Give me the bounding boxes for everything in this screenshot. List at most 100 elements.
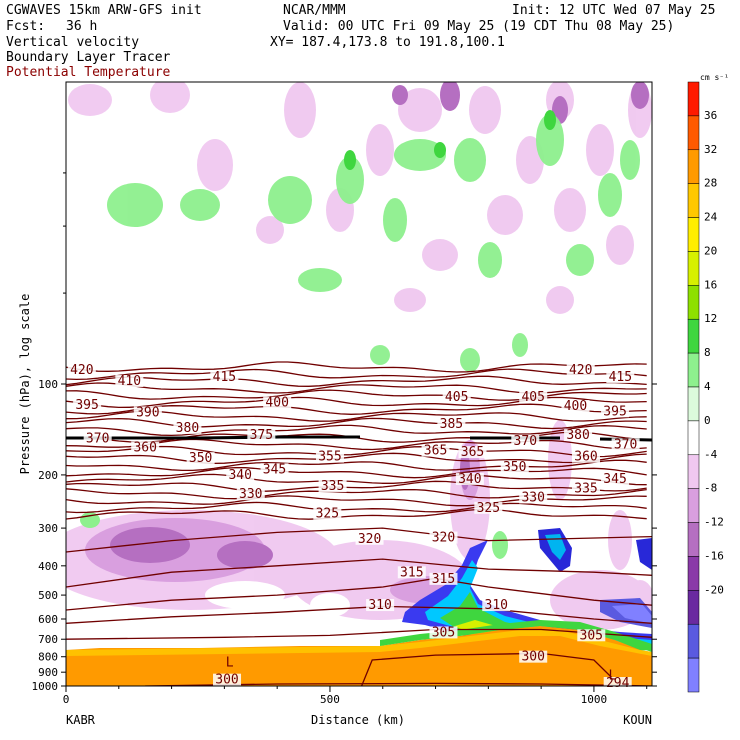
theta-contour-upper xyxy=(66,480,647,492)
y-tick-label: 300 xyxy=(38,522,58,535)
colorbar-label: 0 xyxy=(704,414,711,427)
theta-label: 415 xyxy=(609,370,632,385)
header-fcst-value: 36 h xyxy=(66,19,98,34)
colorbar-swatch xyxy=(687,556,700,591)
theta-label: 340 xyxy=(228,468,251,483)
theta-contour-upper xyxy=(66,501,647,514)
theta-label: 405 xyxy=(521,390,544,405)
theta-label: 320 xyxy=(432,531,455,546)
colorbar: 36 32 28 24 20 16 12 8 4 0 -4 -8 -12 -16 -20 xyxy=(687,81,724,693)
colorbar-label: 20 xyxy=(704,244,717,257)
theta-label: 390 xyxy=(136,405,159,420)
colorbar-label: -20 xyxy=(704,583,724,596)
theta-label: 375 xyxy=(250,428,273,443)
theta-contour-lower xyxy=(66,577,652,611)
theta-label-bg xyxy=(601,472,630,485)
y-tick-label: 800 xyxy=(38,651,58,664)
colorbar-label: 4 xyxy=(704,380,711,393)
x-tick-label: 1000 xyxy=(581,693,608,706)
colorbar-label: -4 xyxy=(704,448,718,461)
theta-label: 345 xyxy=(263,462,286,477)
theta-contour-upper xyxy=(66,459,647,472)
theta-label-bg xyxy=(67,364,96,377)
theta-contour-upper xyxy=(66,452,647,465)
colorbar-units: cm s⁻¹ xyxy=(700,73,729,82)
theta-label: 310 xyxy=(368,598,391,613)
colorbar-label: 8 xyxy=(704,346,711,359)
velocity-shading xyxy=(66,82,652,686)
theta-label: 360 xyxy=(574,450,597,465)
colorbar-label: -8 xyxy=(704,482,717,495)
theta-label-bg xyxy=(173,421,202,434)
theta-label-bg xyxy=(482,599,511,612)
theta-label-bg xyxy=(263,396,292,409)
theta-label-bg xyxy=(500,461,529,474)
colorbar-swatch xyxy=(687,590,700,625)
header-field-theta: Potential Temperature xyxy=(6,65,171,80)
header-valid: Valid: 00 UTC Fri 09 May 25 (19 CDT Thu … xyxy=(283,19,675,34)
theta-label-bg xyxy=(429,572,458,585)
colorbar-label: 36 xyxy=(704,109,717,122)
theta-contour-upper xyxy=(66,417,647,430)
colorbar-swatch xyxy=(687,657,700,693)
theta-label: 385 xyxy=(440,417,463,432)
y-tick-label: 500 xyxy=(38,589,58,602)
colorbar-swatch xyxy=(687,352,700,388)
theta-label: 315 xyxy=(400,565,423,580)
theta-contour-upper xyxy=(66,368,647,381)
theta-label-bg xyxy=(210,371,239,384)
theta-label: 315 xyxy=(432,572,455,587)
theta-label: 410 xyxy=(118,374,141,389)
theta-label-bg xyxy=(519,491,548,504)
theta-contour-upper xyxy=(66,495,647,507)
theta-label: 365 xyxy=(461,445,484,460)
colorbar-swatch xyxy=(687,251,700,286)
header-xy: XY= 187.4,173.8 to 191.8,100.1 xyxy=(270,35,505,50)
y-tick-label: 200 xyxy=(38,469,58,482)
y-tick-label: 400 xyxy=(38,560,58,573)
colorbar-swatch xyxy=(687,318,700,354)
header-field-tracer: Boundary Layer Tracer xyxy=(6,50,171,65)
theta-contour-upper xyxy=(66,396,647,409)
colorbar-swatch xyxy=(687,217,700,252)
x-tick-label: 500 xyxy=(320,693,340,706)
colorbar-label: -16 xyxy=(704,549,724,562)
theta-label-bg xyxy=(236,488,265,501)
theta-label: 400 xyxy=(265,396,288,411)
colorbar-swatch xyxy=(687,420,700,456)
theta-label: 400 xyxy=(564,399,587,414)
theta-label: 305 xyxy=(432,625,455,640)
theta-contour-upper xyxy=(66,410,647,422)
theta-label: 360 xyxy=(133,440,156,455)
theta-labels: 420 420 415 415 410 405 405 400 400 395 395 390 385 3… xyxy=(67,363,640,691)
theta-label: 415 xyxy=(213,370,236,385)
theta-label: 300 xyxy=(521,650,544,665)
colorbar-swatch xyxy=(687,115,700,151)
theta-label: 294 xyxy=(606,676,630,691)
header-fcst-label: Fcst: xyxy=(6,19,46,34)
header-center: NCAR/MMM xyxy=(283,3,346,18)
x-tick-label: 0 xyxy=(63,693,70,706)
theta-contour-lower xyxy=(66,527,652,553)
theta-label-bg xyxy=(83,432,112,445)
theta-label: 330 xyxy=(239,487,262,502)
theta-label: 365 xyxy=(424,444,447,459)
colorbar-swatch xyxy=(687,81,700,117)
y-tick-label: 900 xyxy=(38,666,58,679)
y-tick-label: 700 xyxy=(38,633,58,646)
theta-contour-upper xyxy=(66,424,647,437)
theta-label: 340 xyxy=(458,472,481,487)
theta-label-bg xyxy=(511,434,540,447)
theta-label: L xyxy=(226,655,234,670)
theta-label-bg xyxy=(115,375,144,387)
theta-label-bg xyxy=(315,450,344,463)
theta-label-bg xyxy=(611,438,640,451)
endpoint-left: KABR xyxy=(66,713,96,727)
colorbar-swatch xyxy=(687,183,700,218)
colorbar-swatch xyxy=(687,149,700,184)
theta-label-bg xyxy=(213,673,242,686)
x-axis: 0 500 1000 xyxy=(63,686,648,706)
theta-label-bg xyxy=(606,371,635,384)
theta-label: 370 xyxy=(86,431,109,446)
